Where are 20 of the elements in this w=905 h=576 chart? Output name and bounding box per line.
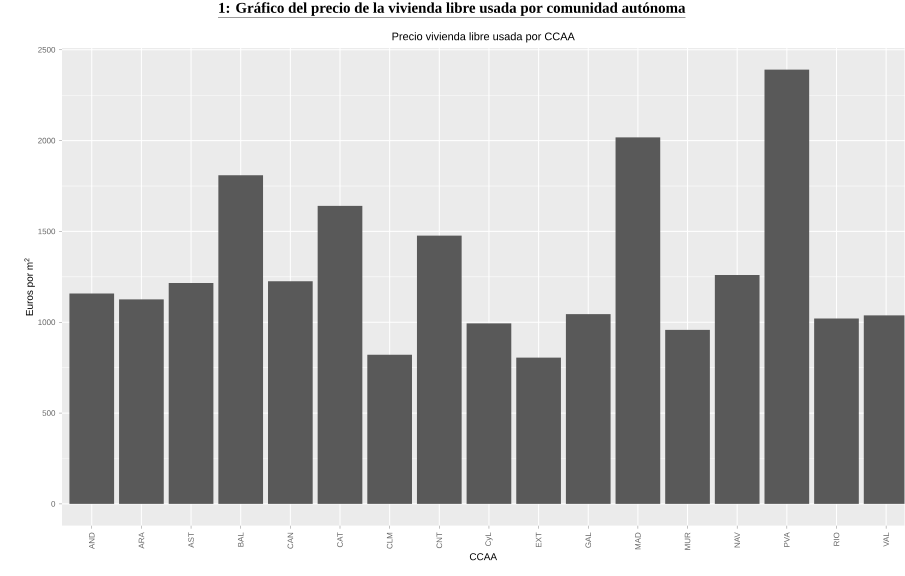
bar	[714, 275, 760, 504]
bar	[69, 294, 114, 504]
bar	[119, 300, 164, 504]
bar	[566, 314, 611, 504]
bar	[318, 206, 362, 504]
y-axis-title: Euros por m$^{2}$	[24, 258, 35, 316]
bar	[814, 318, 859, 504]
bar	[416, 236, 462, 504]
bar	[367, 354, 412, 504]
bar	[764, 70, 810, 504]
bar	[516, 358, 561, 504]
bar	[616, 137, 660, 504]
text: 1: Gráfico del precio de la vivienda libre usada por comunidad autónoma	[219, 2, 686, 16]
bar	[218, 175, 264, 504]
bar	[466, 324, 512, 504]
bar	[268, 281, 313, 504]
bar	[665, 330, 710, 504]
bar	[168, 283, 214, 504]
x-axis-title: CCAA	[470, 553, 498, 560]
chart-title: Precio vivienda libre usada por CCAA	[392, 32, 575, 43]
